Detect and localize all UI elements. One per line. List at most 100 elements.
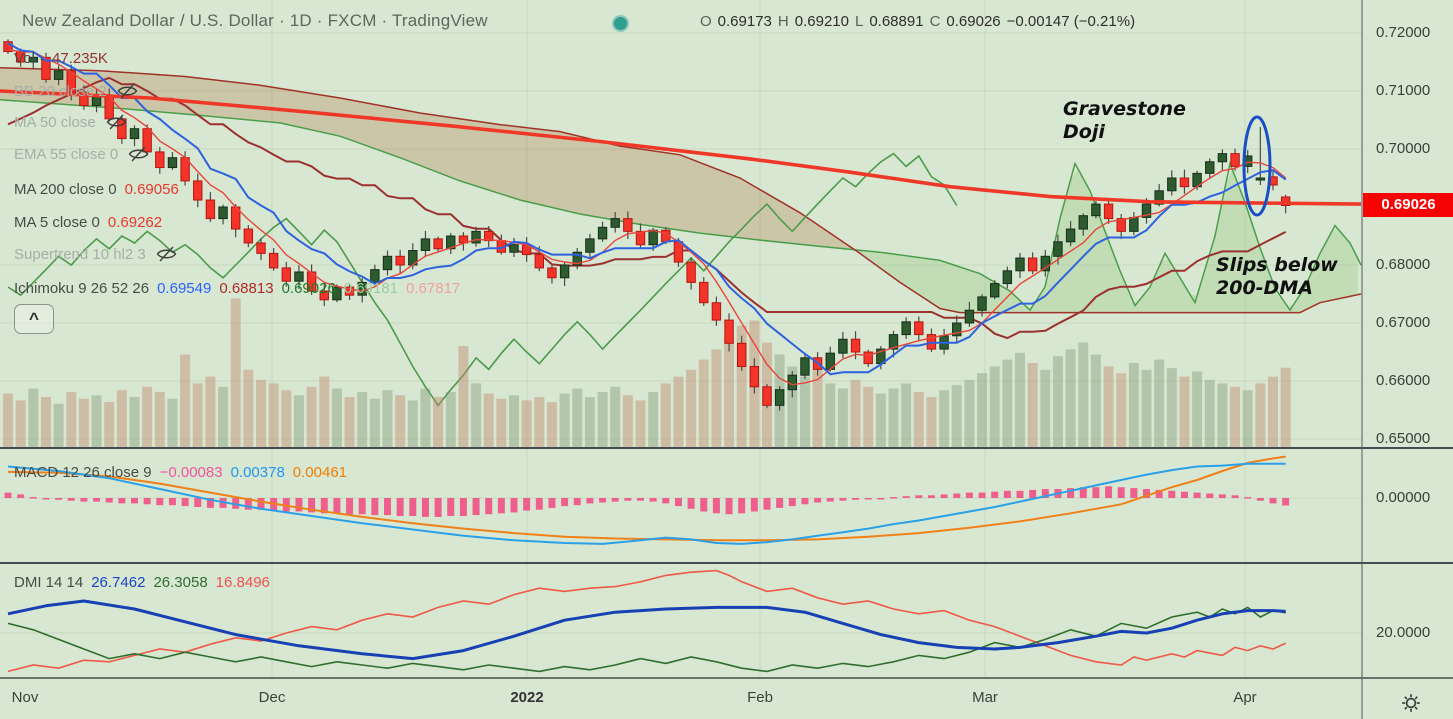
dmi-axis-tick[interactable]: 20.0000: [1376, 624, 1431, 641]
macd-histogram-bar: [991, 491, 999, 498]
price-axis-tick[interactable]: 0.72000: [1376, 24, 1431, 41]
price-axis-tick[interactable]: 0.66000: [1376, 372, 1431, 389]
annotation-ellipse[interactable]: [1242, 115, 1272, 217]
annotation-slips-below-200dma[interactable]: Slips below 200-DMA: [1216, 254, 1338, 300]
annotation-text: Gravestone: [1063, 98, 1186, 120]
ohlc-value-h: H 0.69210: [777, 13, 849, 30]
price-axis-tick[interactable]: 0.68000: [1376, 256, 1431, 273]
macd-histogram-bar: [42, 498, 50, 500]
ohlc-value-c: C 0.69026: [929, 13, 1001, 30]
macd-histogram-bar: [358, 498, 366, 515]
annotation-gravestone-doji[interactable]: Gravestone Doji: [1063, 98, 1186, 144]
macd-histogram-bar: [244, 498, 252, 510]
macd-panel[interactable]: [4, 455, 1290, 545]
macd-histogram-bar: [17, 494, 25, 498]
symbol-title[interactable]: New Zealand Dollar / U.S. Dollar · 1D · …: [22, 11, 488, 30]
indicator-label: Ichimoku 9 26 52 26: [14, 279, 150, 297]
annotation-text: Slips below: [1216, 254, 1338, 276]
macd-histogram-bar: [700, 498, 708, 512]
macd-histogram-bar: [320, 498, 328, 514]
macd-histogram-bar: [1269, 498, 1277, 504]
price-axis-tick[interactable]: 0.65000: [1376, 430, 1431, 447]
indicator-value: 47.235K: [52, 49, 108, 67]
annotation-text: Doji: [1063, 121, 1105, 143]
data-mode-dot[interactable]: [612, 15, 629, 32]
macd-axis-tick[interactable]: 0.00000: [1376, 489, 1431, 506]
indicator-row-ma5[interactable]: MA 5 close 0 0.69262: [14, 211, 162, 233]
macd-histogram-bar: [409, 498, 417, 516]
eye-off-icon[interactable]: [156, 246, 177, 262]
indicator-value: 0.67817: [406, 279, 461, 297]
last-price-tag: 0.69026: [1363, 193, 1453, 218]
indicator-row-bb[interactable]: BB 20 close 2: [14, 80, 138, 102]
macd-histogram-bar: [763, 498, 771, 510]
macd-histogram-bar: [599, 498, 607, 503]
macd-line: [7, 462, 1286, 545]
macd-histogram-bar: [1168, 490, 1176, 498]
indicator-label: Vol ·: [14, 49, 45, 67]
main-price-panel[interactable]: [0, 39, 1362, 448]
macd-histogram-bar: [131, 498, 138, 504]
macd-histogram-bar: [940, 494, 948, 498]
indicator-label: BB 20 close 2: [14, 82, 107, 100]
indicator-value: 0.69056: [124, 180, 179, 198]
time-axis-label-2022[interactable]: 2022: [510, 689, 544, 706]
eye-off-icon[interactable]: [117, 83, 138, 99]
macd-histogram-bar: [105, 498, 113, 503]
eye-off-icon[interactable]: [128, 146, 149, 162]
indicator-row-volume[interactable]: Vol · 47.235K: [14, 47, 108, 69]
tenkan-sen-line: [7, 42, 1287, 376]
indicator-label: MA 5 close 0: [14, 213, 100, 231]
indicator-row-ema55[interactable]: EMA 55 close 0: [14, 143, 149, 165]
macd-histogram-bar: [586, 498, 594, 504]
indicator-row-supertrend[interactable]: Supertrend 10 hl2 3: [14, 243, 177, 265]
time-axis-label-dec[interactable]: Dec: [258, 689, 286, 706]
macd-histogram-bar: [864, 498, 872, 500]
macd-histogram-bar: [447, 498, 455, 516]
macd-histogram-bar: [738, 498, 746, 514]
macd-histogram-bar: [852, 498, 860, 500]
indicator-value: 0.69549: [157, 279, 212, 297]
time-axis-label-feb[interactable]: Feb: [747, 689, 773, 706]
dmi-legend-row[interactable]: DMI 14 14 26.7462 26.3058 16.8496: [14, 571, 270, 593]
macd-histogram-bar: [725, 498, 733, 515]
indicator-row-ma200[interactable]: MA 200 close 0 0.69056: [14, 178, 179, 200]
time-axis-label-nov[interactable]: Nov: [11, 689, 39, 706]
macd-histogram-bar: [776, 498, 784, 508]
macd-histogram-bar: [839, 498, 847, 501]
dmi-panel[interactable]: [7, 569, 1287, 673]
indicator-row-ma50[interactable]: MA 50 close: [14, 111, 127, 133]
eye-off-icon[interactable]: [106, 114, 127, 130]
macd-histogram-bar: [548, 498, 556, 508]
chikou-span-line: [7, 152, 958, 407]
macd-histogram-bar: [826, 498, 834, 502]
macd-legend-row[interactable]: MACD 12 26 close 9 −0.00083 0.00378 0.00461: [14, 461, 347, 483]
indicator-value: 0.00378: [230, 463, 285, 481]
ohlc-value-l: L 0.68891: [854, 13, 924, 30]
macd-histogram-bar: [687, 498, 695, 509]
time-axis-label-apr[interactable]: Apr: [1233, 689, 1257, 706]
settings-icon[interactable]: [1398, 690, 1424, 716]
macd-histogram-bar: [384, 498, 391, 516]
macd-histogram-bar: [510, 498, 518, 513]
macd-histogram-bar: [295, 498, 303, 512]
ohlc-readout: O 0.69173 H 0.69210 L 0.68891 C 0.69026 −0.00147…: [700, 13, 1141, 30]
macd-histogram-bar: [1117, 487, 1125, 498]
indicator-label: MA 200 close 0: [14, 180, 117, 198]
time-axis-label-mar[interactable]: Mar: [972, 689, 998, 706]
macd-histogram-bar: [1256, 498, 1264, 501]
indicator-label: Supertrend 10 hl2 3: [14, 245, 146, 263]
price-axis-tick[interactable]: 0.67000: [1376, 314, 1431, 331]
macd-histogram-bar: [1180, 491, 1188, 498]
price-axis-tick[interactable]: 0.71000: [1376, 82, 1431, 99]
price-axis-tick[interactable]: 0.70000: [1376, 140, 1431, 157]
legend-collapse-button[interactable]: ^: [14, 304, 54, 334]
indicator-row-ichimoku[interactable]: Ichimoku 9 26 52 26 0.69549 0.68813 0.69026…: [14, 277, 460, 299]
macd-histogram-bar: [421, 498, 429, 517]
macd-histogram-bar: [611, 498, 619, 502]
macd-histogram-bar: [1130, 488, 1138, 498]
macd-histogram-bar: [143, 498, 151, 505]
macd-histogram-bar: [1105, 486, 1113, 498]
